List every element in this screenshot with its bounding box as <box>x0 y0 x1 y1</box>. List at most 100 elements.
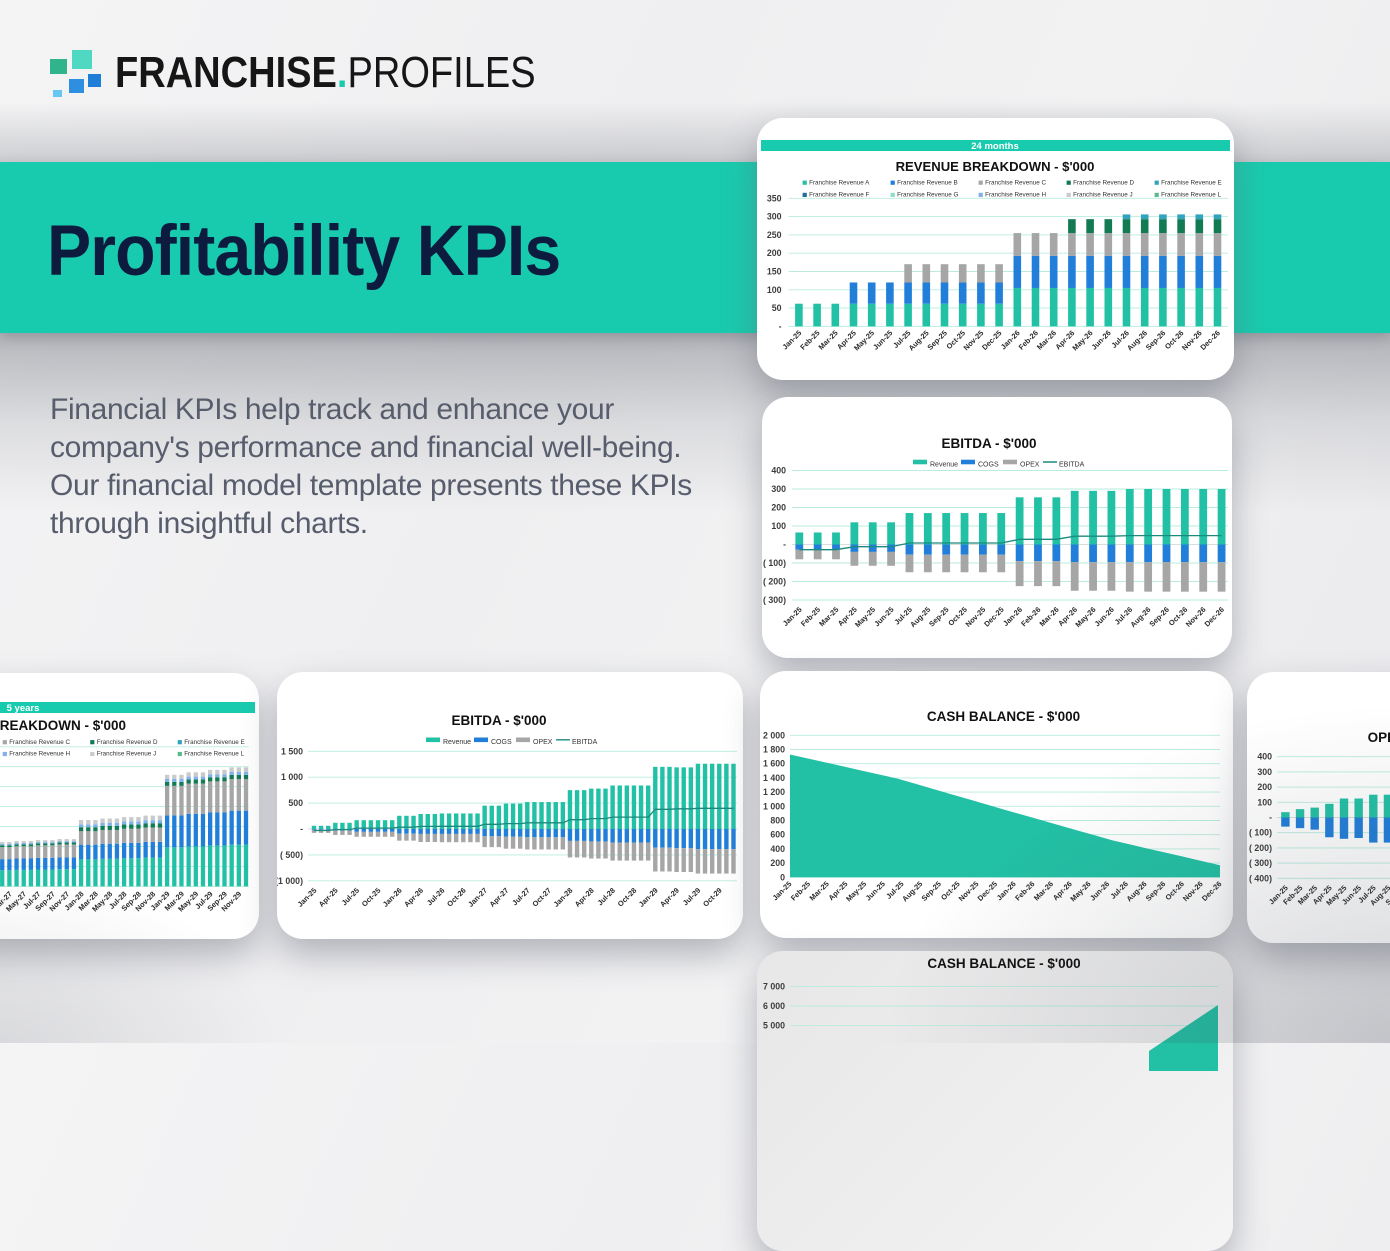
svg-text:Franchise Revenue A: Franchise Revenue A <box>809 179 870 186</box>
svg-text:100: 100 <box>1257 797 1272 807</box>
svg-text:300: 300 <box>771 484 786 494</box>
svg-text:Jun-26: Jun-26 <box>1088 879 1111 902</box>
svg-text:Mar-25: Mar-25 <box>808 879 831 902</box>
svg-text:Feb-25: Feb-25 <box>799 605 822 628</box>
svg-text:Jul-27: Jul-27 <box>510 886 531 907</box>
svg-text:Jul-26: Jul-26 <box>425 886 446 907</box>
svg-text:Feb-26: Feb-26 <box>1013 879 1036 902</box>
svg-text:400: 400 <box>771 466 786 476</box>
svg-text:Jan-28: Jan-28 <box>551 886 574 909</box>
svg-text:Apr-29: Apr-29 <box>658 886 681 909</box>
svg-text:200: 200 <box>767 248 782 258</box>
svg-text:Franchise Revenue D: Franchise Revenue D <box>1073 179 1134 186</box>
svg-text:Apr-26: Apr-26 <box>402 886 425 909</box>
svg-text:OPEX: OPEX <box>1020 462 1040 469</box>
svg-text:Jan-25: Jan-25 <box>770 879 793 902</box>
svg-text:Jan-26: Jan-26 <box>381 886 404 909</box>
svg-text:Oct-28: Oct-28 <box>616 886 639 909</box>
svg-text:1 500: 1 500 <box>281 746 303 756</box>
svg-text:Franchise Revenue L: Franchise Revenue L <box>184 751 244 758</box>
svg-text:200: 200 <box>771 503 786 513</box>
svg-text:50: 50 <box>772 303 782 313</box>
svg-text:0: 0 <box>780 872 785 882</box>
svg-text:-: - <box>779 321 782 331</box>
svg-text:OPEX: OPEX <box>533 739 553 746</box>
svg-text:500: 500 <box>288 798 303 808</box>
svg-text:May-25: May-25 <box>853 605 877 629</box>
svg-text:( 100): ( 100) <box>1249 828 1272 838</box>
svg-text:May-26: May-26 <box>1070 328 1094 352</box>
svg-text:600: 600 <box>770 830 785 840</box>
svg-text:Mar-25: Mar-25 <box>817 328 840 351</box>
svg-text:Nov-26: Nov-26 <box>1181 879 1205 903</box>
svg-text:Dec-26: Dec-26 <box>1200 879 1224 903</box>
svg-text:Franchise Revenue J: Franchise Revenue J <box>1073 192 1133 199</box>
svg-text:Franchise Revenue C: Franchise Revenue C <box>985 179 1046 186</box>
svg-text:7 000: 7 000 <box>763 981 785 991</box>
svg-text:Franchise Revenue C: Franchise Revenue C <box>9 739 70 746</box>
svg-text:EBITDA: EBITDA <box>1059 462 1085 469</box>
svg-text:EBITDA - $'000: EBITDA - $'000 <box>452 713 547 728</box>
svg-text:100: 100 <box>771 521 786 531</box>
svg-text:( 100): ( 100) <box>763 558 786 568</box>
svg-text:( 200): ( 200) <box>1249 843 1272 853</box>
svg-text:200: 200 <box>770 858 785 868</box>
svg-text:( 400): ( 400) <box>1249 873 1272 883</box>
svg-text:CASH BALANCE - $'000: CASH BALANCE - $'000 <box>927 956 1080 971</box>
svg-text:Dec-26: Dec-26 <box>1198 328 1222 352</box>
svg-text:Dec-25: Dec-25 <box>976 879 1000 903</box>
svg-text:Jun-25: Jun-25 <box>871 328 894 351</box>
svg-text:Dec-26: Dec-26 <box>1203 605 1227 629</box>
svg-text:May-26: May-26 <box>1073 605 1097 629</box>
svg-text:Feb-25: Feb-25 <box>789 879 812 902</box>
svg-text:Franchise Revenue E: Franchise Revenue E <box>184 739 245 746</box>
svg-text:Mar-26: Mar-26 <box>1038 605 1061 628</box>
svg-text:Aug-26: Aug-26 <box>1125 328 1149 352</box>
svg-text:400: 400 <box>770 844 785 854</box>
svg-text:6 000: 6 000 <box>763 1001 785 1011</box>
svg-text:1 200: 1 200 <box>763 787 785 797</box>
svg-text:Sep-26: Sep-26 <box>1144 879 1168 903</box>
svg-text:Franchise Revenue G: Franchise Revenue G <box>897 192 958 199</box>
svg-text:Jun-26: Jun-26 <box>1093 605 1116 628</box>
svg-text:Jun-26: Jun-26 <box>1090 328 1113 351</box>
svg-text:Oct-25: Oct-25 <box>360 886 383 909</box>
svg-text:Mar-26: Mar-26 <box>1032 879 1055 902</box>
svg-text:100: 100 <box>767 285 782 295</box>
svg-text:200: 200 <box>1257 782 1272 792</box>
svg-text:Aug-26: Aug-26 <box>1125 879 1149 903</box>
svg-text:1 000: 1 000 <box>281 772 303 782</box>
svg-text:EBITDA - $'000: EBITDA - $'000 <box>942 436 1037 451</box>
svg-text:Sep-26: Sep-26 <box>1147 605 1171 629</box>
svg-text:COGS: COGS <box>978 462 999 469</box>
svg-text:300: 300 <box>767 212 782 222</box>
svg-text:-: - <box>783 540 786 550</box>
svg-text:Nov-25: Nov-25 <box>957 879 981 903</box>
svg-text:350: 350 <box>767 193 782 203</box>
svg-text:EBITDA: EBITDA <box>572 739 598 746</box>
svg-text:Jul-28: Jul-28 <box>596 886 617 907</box>
svg-text:May-26: May-26 <box>1068 879 1092 903</box>
svg-text:Franchise Revenue H: Franchise Revenue H <box>985 192 1046 199</box>
svg-text:( 200): ( 200) <box>763 577 786 587</box>
svg-text:Nov-25: Nov-25 <box>964 605 988 629</box>
svg-text:May-25: May-25 <box>844 879 868 903</box>
svg-text:Oct-29: Oct-29 <box>701 886 724 909</box>
svg-text:May-25: May-25 <box>852 328 876 352</box>
svg-text:Franchise Revenue D: Franchise Revenue D <box>97 739 158 746</box>
svg-text:400: 400 <box>1257 752 1272 762</box>
svg-text:Jan-27: Jan-27 <box>466 886 489 909</box>
svg-text:1 600: 1 600 <box>763 759 785 769</box>
svg-text:Dec-25: Dec-25 <box>980 328 1004 352</box>
svg-text:Mar-25: Mar-25 <box>817 605 840 628</box>
svg-text:-: - <box>1269 813 1272 823</box>
svg-text:( 300): ( 300) <box>1249 858 1272 868</box>
svg-text:Mar-26: Mar-26 <box>1035 328 1058 351</box>
svg-text:Dec-25: Dec-25 <box>982 605 1006 629</box>
svg-text:Apr-27: Apr-27 <box>487 886 510 909</box>
svg-text:Oct-27: Oct-27 <box>530 886 553 909</box>
svg-text:1 000: 1 000 <box>763 801 785 811</box>
svg-text:Oct-26: Oct-26 <box>445 886 468 909</box>
svg-text:( 300): ( 300) <box>763 595 786 605</box>
svg-text:800: 800 <box>770 816 785 826</box>
